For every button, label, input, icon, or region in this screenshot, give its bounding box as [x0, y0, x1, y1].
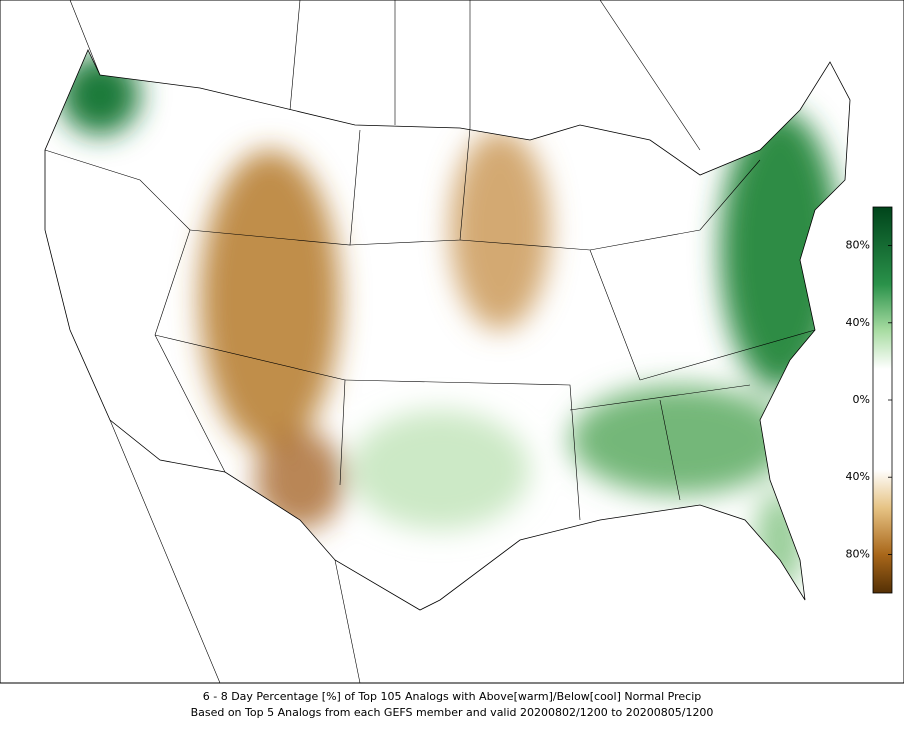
colorbar-tick-label: 0% [853, 393, 870, 406]
colorbar-tick-label: 40% [846, 470, 870, 483]
caption: Based on Top 5 Analogs from each GEFS me… [191, 706, 714, 719]
caption: 6 - 8 Day Percentage [%] of Top 105 Anal… [203, 690, 702, 703]
map [44, 0, 851, 684]
colorbar-tick-label: 80% [846, 239, 870, 252]
us-outline [44, 49, 851, 611]
state-lines [44, 127, 816, 521]
colorbar-tick-label: 80% [846, 547, 870, 560]
neighbor-lines [69, 0, 701, 684]
colorbar-tick-label: 40% [846, 316, 870, 329]
precip-field [60, 55, 840, 590]
